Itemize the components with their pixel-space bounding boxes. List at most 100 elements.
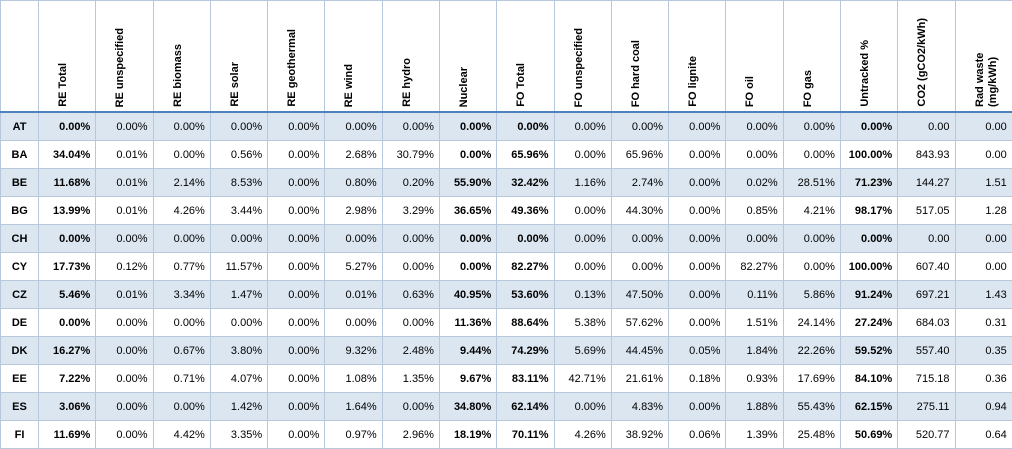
table-cell: 0.00% (497, 112, 554, 141)
table-cell: 0.00 (955, 225, 1012, 253)
table-cell: 3.44% (210, 197, 267, 225)
table-cell: 71.23% (840, 169, 897, 197)
table-cell: 0.00% (153, 393, 210, 421)
table-cell: 65.96% (611, 141, 668, 169)
table-cell: 5.69% (554, 337, 611, 365)
table-cell: 1.88% (726, 393, 783, 421)
table-cell: 0.00% (554, 225, 611, 253)
table-cell: 1.84% (726, 337, 783, 365)
table-cell: 5.27% (325, 253, 382, 281)
table-cell: 3.29% (382, 197, 439, 225)
table-cell: 0.35 (955, 337, 1012, 365)
column-header: RE Total (39, 1, 96, 113)
table-cell: 0.00% (268, 281, 325, 309)
table-cell: 0.00% (382, 393, 439, 421)
table-cell: 0.31 (955, 309, 1012, 337)
table-cell: 0.94 (955, 393, 1012, 421)
table-cell: 0.00% (268, 253, 325, 281)
row-label: FI (1, 421, 39, 449)
table-cell: 0.00% (210, 225, 267, 253)
table-cell: 28.51% (783, 169, 840, 197)
table-cell: 11.69% (39, 421, 96, 449)
row-label: BG (1, 197, 39, 225)
table-cell: 0.00% (439, 112, 496, 141)
table-cell: 0.00% (554, 112, 611, 141)
column-header-text: FO lignite (687, 52, 700, 111)
table-cell: 100.00% (840, 253, 897, 281)
column-header: RE wind (325, 1, 382, 113)
table-cell: 0.01% (96, 197, 153, 225)
table-cell: 0.00% (268, 141, 325, 169)
table-cell: 1.43 (955, 281, 1012, 309)
table-cell: 0.00% (669, 253, 726, 281)
table-cell: 0.00% (96, 421, 153, 449)
table-cell: 4.26% (554, 421, 611, 449)
table-cell: 517.05 (898, 197, 955, 225)
column-header: RE geothermal (268, 1, 325, 113)
table-cell: 13.99% (39, 197, 96, 225)
table-cell: 9.32% (325, 337, 382, 365)
table-cell: 16.27% (39, 337, 96, 365)
table-cell: 0.00% (325, 225, 382, 253)
column-header-text: RE geothermal (286, 25, 299, 111)
table-cell: 4.21% (783, 197, 840, 225)
table-cell: 0.20% (382, 169, 439, 197)
table-cell: 0.00% (382, 309, 439, 337)
table-cell: 5.38% (554, 309, 611, 337)
table-cell: 2.96% (382, 421, 439, 449)
table-cell: 0.00% (382, 225, 439, 253)
table-cell: 98.17% (840, 197, 897, 225)
table-cell: 697.21 (898, 281, 955, 309)
table-cell: 0.00% (669, 141, 726, 169)
table-cell: 0.11% (726, 281, 783, 309)
table-cell: 0.00% (554, 393, 611, 421)
table-cell: 0.00% (382, 112, 439, 141)
table-cell: 0.00% (439, 141, 496, 169)
table-cell: 607.40 (898, 253, 955, 281)
table-cell: 0.00% (783, 112, 840, 141)
table-cell: 0.00% (268, 197, 325, 225)
table-cell: 0.00 (955, 141, 1012, 169)
table-cell: 2.98% (325, 197, 382, 225)
table-cell: 34.80% (439, 393, 496, 421)
table-cell: 3.06% (39, 393, 96, 421)
column-header-text: FO oil (744, 72, 757, 111)
table-cell: 0.01% (96, 169, 153, 197)
table-cell: 0.64 (955, 421, 1012, 449)
table-cell: 3.34% (153, 281, 210, 309)
table-cell: 0.00% (669, 309, 726, 337)
table-cell: 50.69% (840, 421, 897, 449)
table-cell: 62.14% (497, 393, 554, 421)
column-header: FO unspecified (554, 1, 611, 113)
table-cell: 0.67% (153, 337, 210, 365)
table-cell: 53.60% (497, 281, 554, 309)
table-cell: 0.00% (96, 309, 153, 337)
table-cell: 1.16% (554, 169, 611, 197)
table-cell: 0.00% (153, 112, 210, 141)
column-header-text: CO2 (gCO2/kWh) (916, 14, 929, 111)
table-cell: 55.43% (783, 393, 840, 421)
table-cell: 9.44% (439, 337, 496, 365)
table-cell: 11.36% (439, 309, 496, 337)
table-cell: 0.01% (96, 141, 153, 169)
column-header-text: Untracked % (859, 36, 872, 111)
table-cell: 0.85% (726, 197, 783, 225)
table-cell: 4.07% (210, 365, 267, 393)
table-cell: 2.68% (325, 141, 382, 169)
column-header: FO hard coal (611, 1, 668, 113)
table-cell: 0.13% (554, 281, 611, 309)
table-cell: 11.57% (210, 253, 267, 281)
table-cell: 0.00% (611, 112, 668, 141)
table-cell: 0.00% (726, 141, 783, 169)
table-cell: 9.67% (439, 365, 496, 393)
row-label: BA (1, 141, 39, 169)
